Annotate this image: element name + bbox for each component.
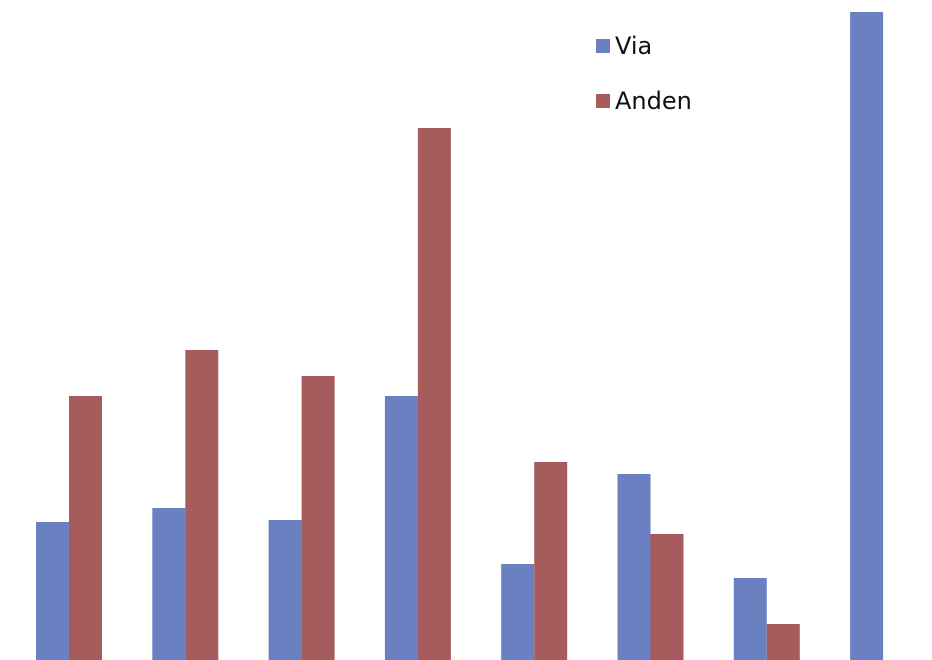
bar-via-7: [733, 578, 767, 660]
legend-item-via: Via: [596, 32, 692, 60]
legend-label-anden: Anden: [615, 87, 692, 115]
bar-via-4: [384, 396, 418, 660]
legend-swatch-anden: [596, 94, 610, 108]
bars-group: [36, 12, 884, 660]
bar-via-6: [617, 474, 651, 660]
legend-label-via: Via: [615, 32, 653, 60]
bar-anden-2: [185, 350, 219, 660]
bar-anden-6: [650, 534, 684, 660]
legend-item-anden: Anden: [596, 87, 692, 115]
bar-via-2: [152, 508, 186, 660]
bar-via-1: [36, 522, 69, 660]
legend-swatch-via: [596, 39, 610, 53]
bar-anden-7: [766, 624, 800, 660]
bar-via-5: [501, 564, 535, 660]
bar-via-3: [268, 520, 302, 660]
bar-anden-3: [301, 376, 335, 660]
bar-anden-4: [417, 128, 451, 660]
bar-anden-5: [534, 462, 568, 660]
chart-legend: Via Anden: [596, 32, 692, 142]
bar-anden-1: [69, 396, 102, 660]
bar-via-8: [850, 12, 884, 660]
